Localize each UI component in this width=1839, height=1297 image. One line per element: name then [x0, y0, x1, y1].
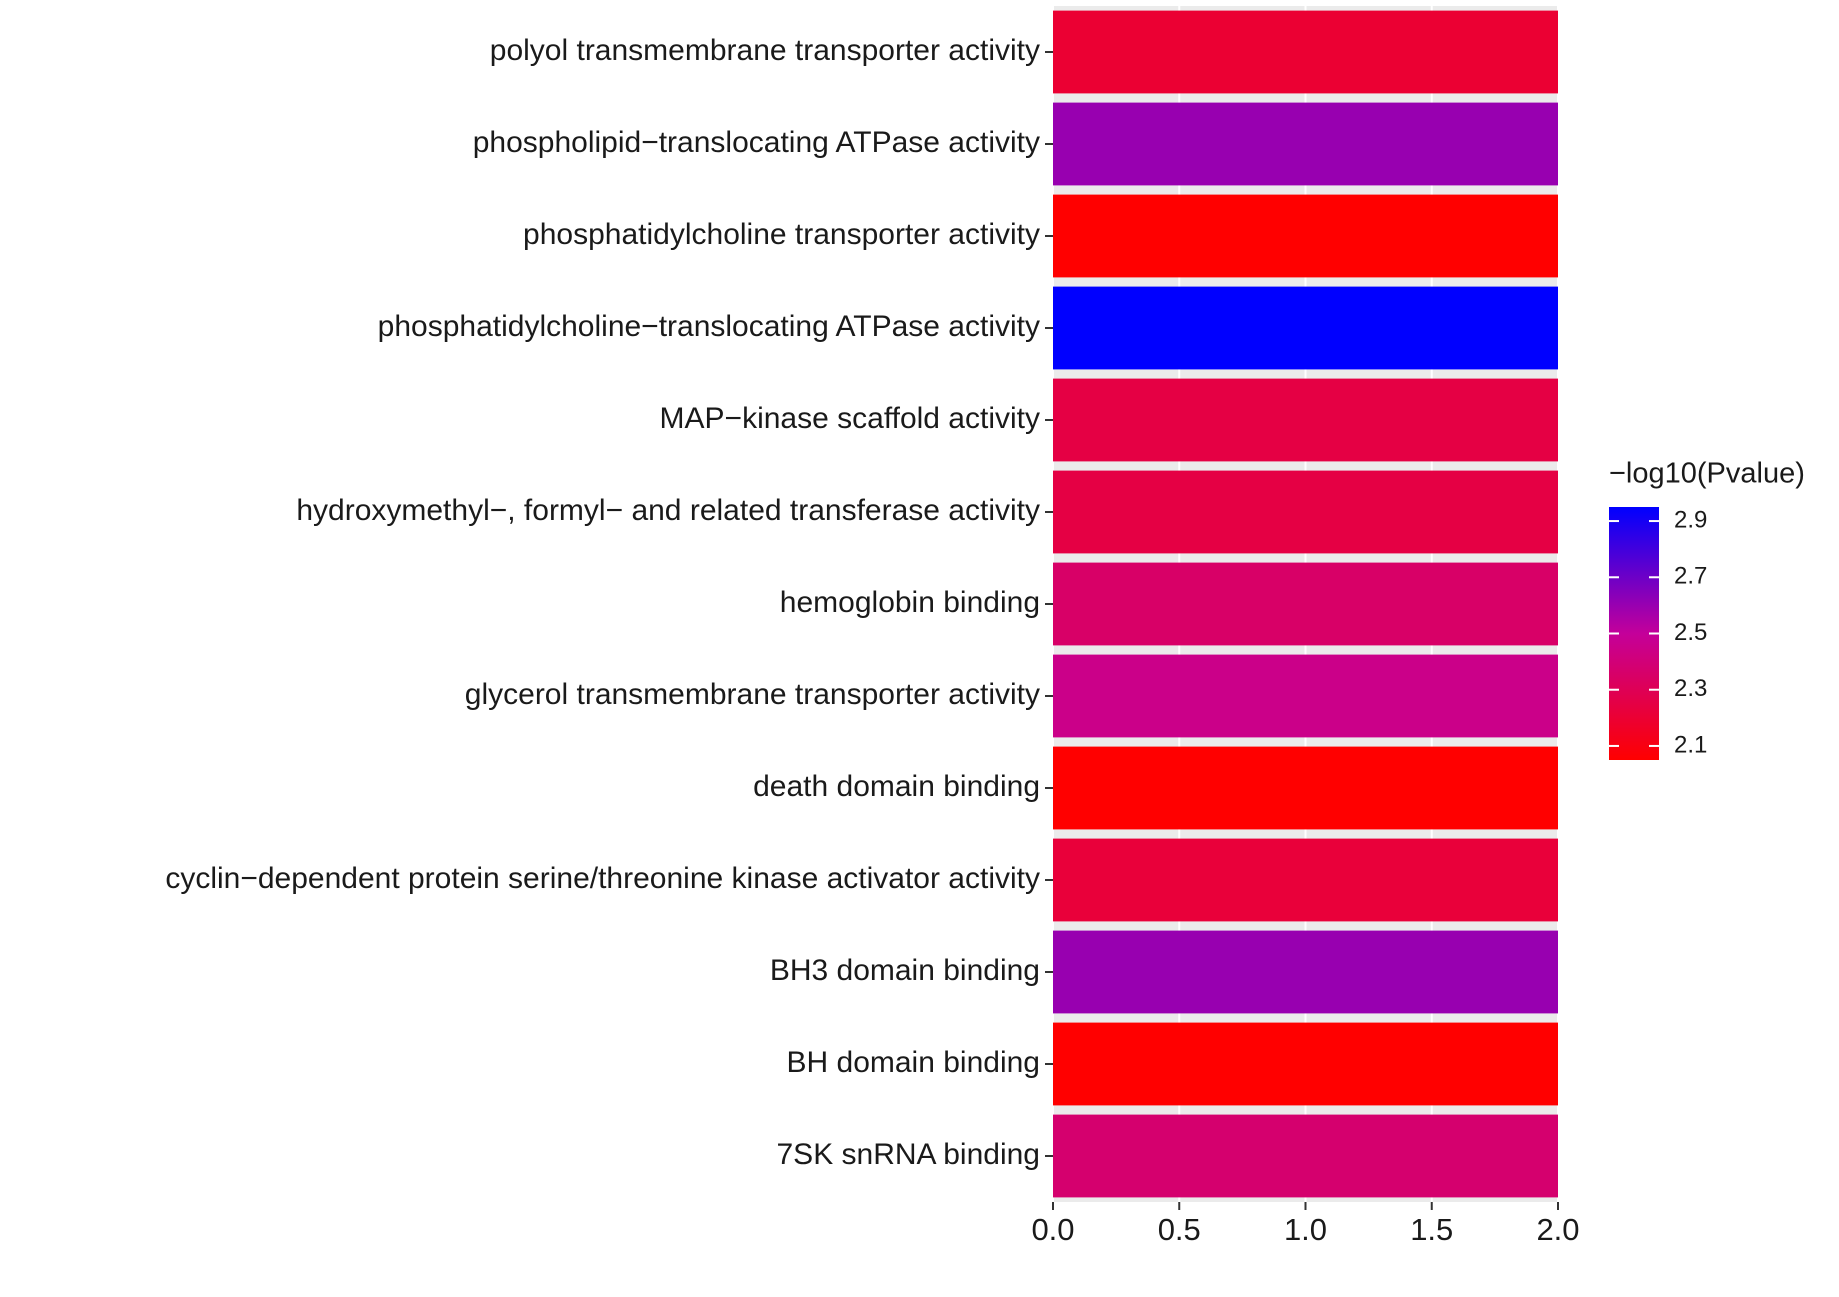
- x-tick-label: 1.0: [1284, 1212, 1327, 1247]
- colorbar-title: −log10(Pvalue): [1609, 458, 1805, 490]
- bar: [1053, 102, 1558, 186]
- y-tick-label: glycerol transmembrane transporter activ…: [465, 678, 1040, 711]
- colorbar-tick-label: 2.9: [1674, 506, 1707, 533]
- bar: [1053, 378, 1558, 462]
- bar: [1053, 930, 1558, 1014]
- colorbar-tick-label: 2.7: [1674, 563, 1707, 590]
- bar: [1053, 746, 1558, 830]
- x-tick-label: 2.0: [1536, 1212, 1579, 1247]
- y-tick-label: 7SK snRNA binding: [777, 1138, 1041, 1171]
- x-tick-label: 1.5: [1410, 1212, 1453, 1247]
- bar: [1053, 10, 1558, 94]
- y-tick-label: polyol transmembrane transporter activit…: [490, 34, 1040, 67]
- colorbar-tick-label: 2.3: [1674, 675, 1707, 702]
- y-tick-label: phospholipid−translocating ATPase activi…: [473, 126, 1040, 159]
- x-tick-label: 0.0: [1031, 1212, 1074, 1247]
- y-tick-label: phosphatidylcholine transporter activity: [523, 218, 1040, 251]
- y-tick-label: death domain binding: [753, 770, 1040, 803]
- x-tick-label: 0.5: [1158, 1212, 1201, 1247]
- bar: [1053, 838, 1558, 922]
- y-tick-label: phosphatidylcholine−translocating ATPase…: [378, 310, 1040, 343]
- bar: [1053, 194, 1558, 278]
- colorbar-tick-label: 2.1: [1674, 731, 1707, 758]
- y-tick-label: BH domain binding: [787, 1046, 1041, 1079]
- bar: [1053, 470, 1558, 554]
- y-tick-label: BH3 domain binding: [770, 954, 1040, 987]
- y-tick-label: MAP−kinase scaffold activity: [660, 402, 1040, 435]
- colorbar-tick-label: 2.5: [1674, 619, 1707, 646]
- y-tick-label: cyclin−dependent protein serine/threonin…: [165, 862, 1040, 895]
- bar: [1053, 1114, 1558, 1198]
- y-tick-label: hydroxymethyl−, formyl− and related tran…: [296, 494, 1040, 527]
- bar: [1053, 654, 1558, 738]
- y-tick-label: hemoglobin binding: [780, 586, 1040, 619]
- bar: [1053, 562, 1558, 646]
- bar: [1053, 286, 1558, 370]
- bar: [1053, 1022, 1558, 1106]
